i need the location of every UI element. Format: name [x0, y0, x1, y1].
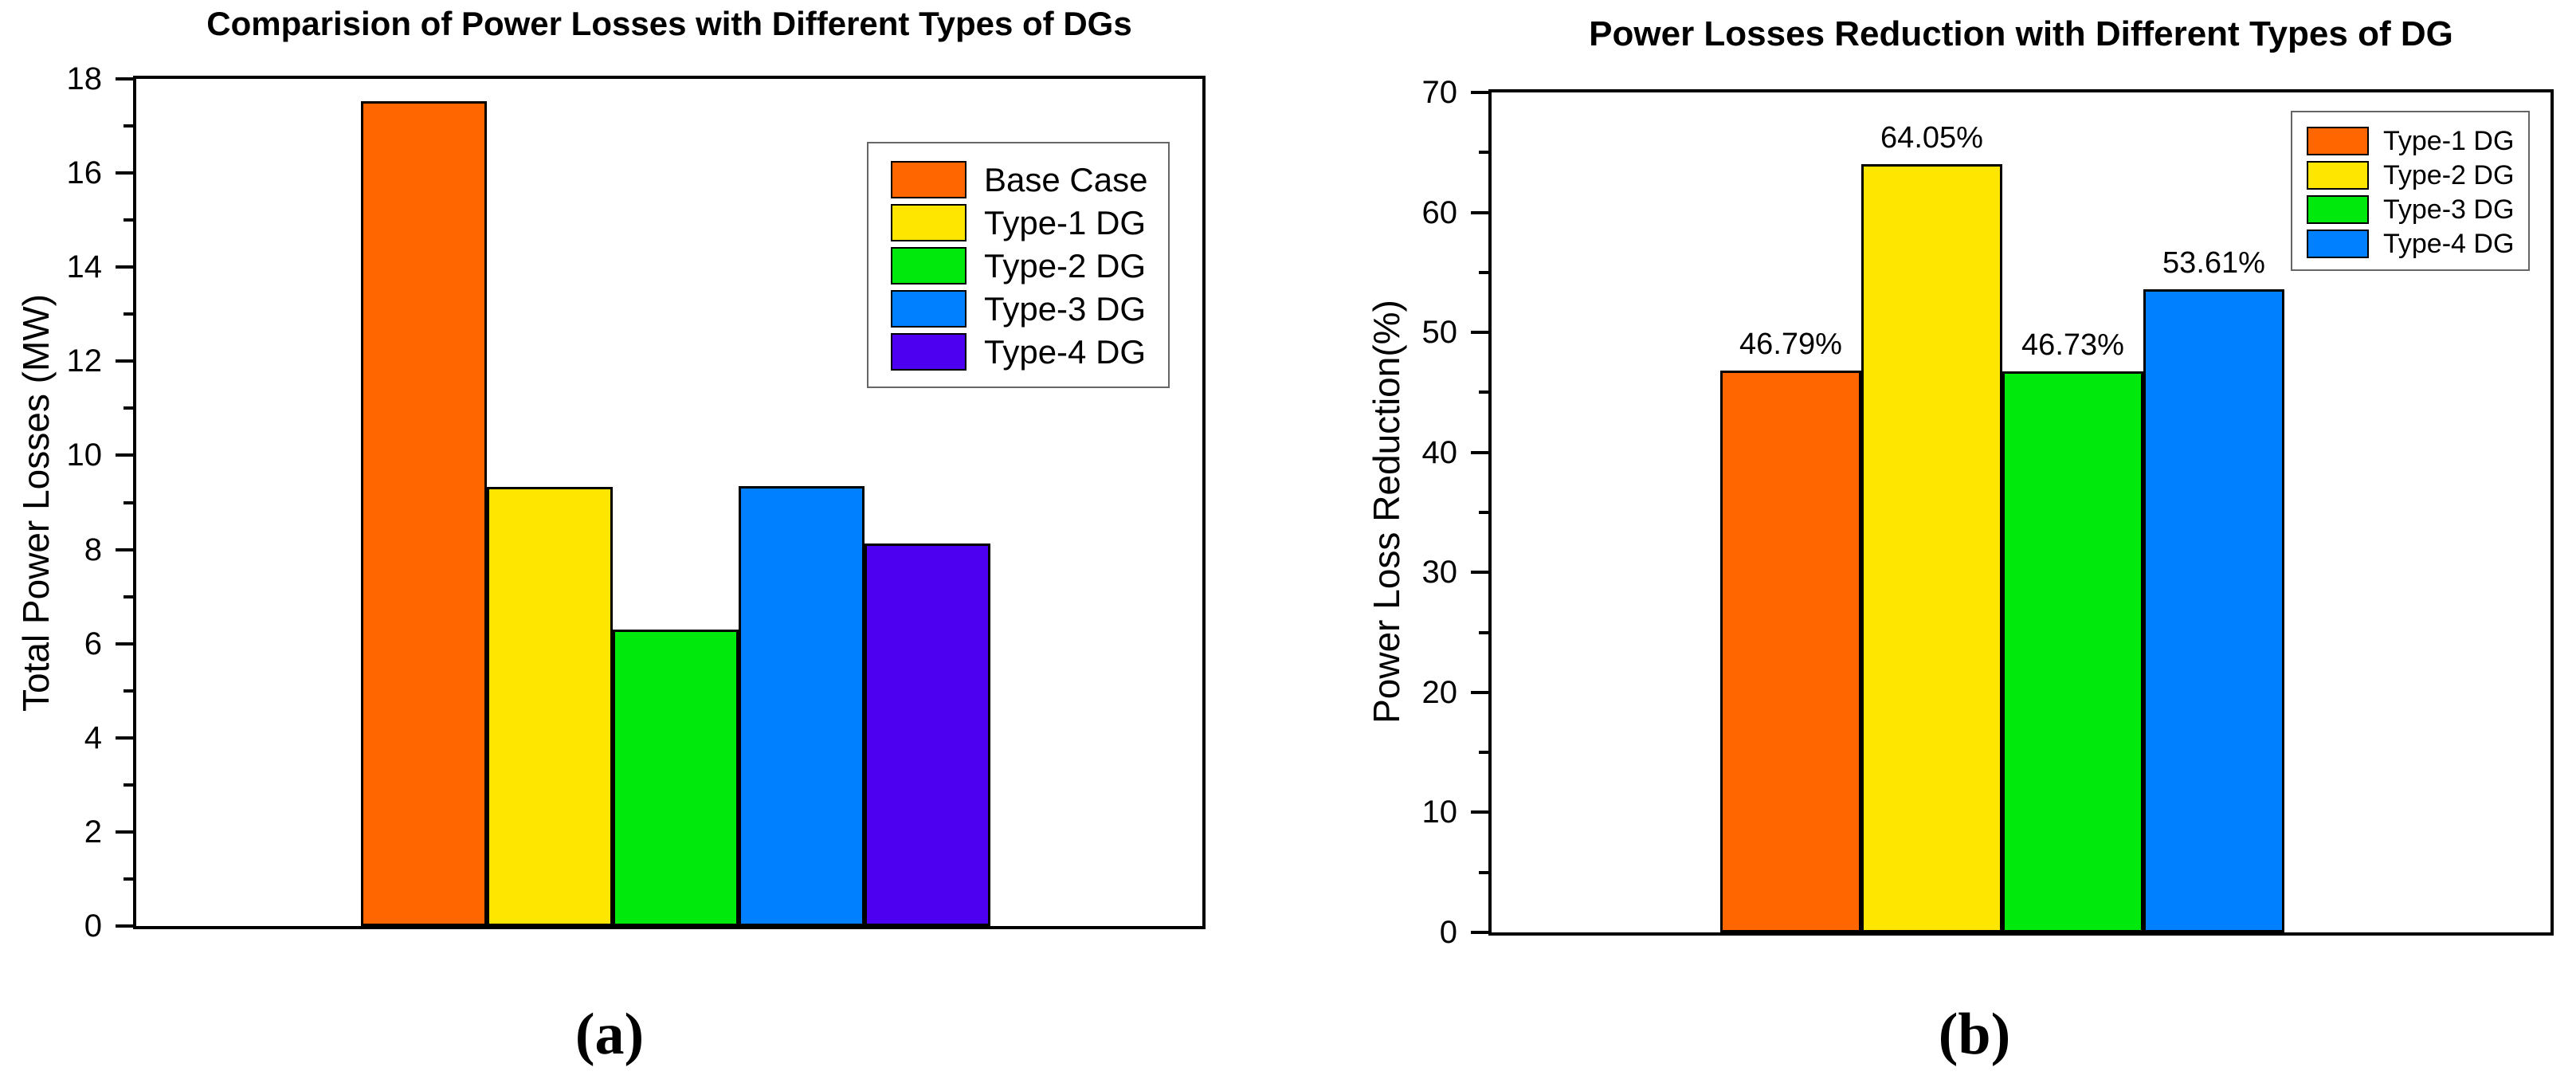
y-axis-minor-tick [1479, 151, 1488, 155]
y-axis-tick-label: 12 [66, 343, 103, 379]
legend-swatch-orange [891, 161, 966, 198]
y-axis-major-tick [116, 642, 133, 646]
bar-value-label: 64.05% [1880, 120, 1983, 155]
y-axis-major-tick [1471, 450, 1488, 454]
legend-swatch-blue [2307, 230, 2369, 258]
y-axis-minor-tick [124, 500, 133, 504]
y-axis-major-tick [1471, 331, 1488, 335]
bar-type-1-dg [487, 487, 613, 926]
y-axis-major-tick [1471, 931, 1488, 934]
y-axis-major-tick [116, 77, 133, 80]
bar-type-2-dg [613, 629, 739, 926]
y-axis-tick-label: 70 [1421, 75, 1458, 110]
y-axis-tick-label: 10 [66, 438, 103, 473]
y-axis-tick-label: 60 [1421, 194, 1458, 230]
caption-a: (a) [574, 1002, 645, 1067]
legend-swatch-yellow [891, 204, 966, 241]
y-axis-tick-label: 4 [84, 720, 102, 755]
y-axis-major-tick [116, 924, 133, 928]
y-axis-tick-label: 50 [1421, 315, 1458, 351]
bar-type-2-dg [1861, 163, 2002, 932]
legend-label: Type-2 DG [2383, 160, 2515, 190]
y-axis-major-tick [1471, 690, 1488, 694]
bar-type-4-dg [865, 543, 990, 926]
y-axis-major-tick [116, 171, 133, 175]
y-axis-tick-label: 8 [84, 532, 102, 567]
y-axis-minor-tick [1479, 511, 1488, 514]
bar-type-3-dg [2002, 371, 2143, 932]
chart-a-plot-area [133, 76, 1206, 929]
y-axis-tick-label: 6 [84, 626, 102, 661]
y-axis-minor-tick [1479, 630, 1488, 634]
y-axis-major-tick [116, 265, 133, 269]
y-axis-tick-label: 0 [84, 908, 102, 944]
y-axis-tick-label: 18 [66, 61, 103, 96]
y-axis-major-tick [1471, 210, 1488, 214]
y-axis-major-tick [116, 736, 133, 740]
bar-value-label: 46.73% [2021, 328, 2124, 363]
y-axis-tick-label: 0 [1439, 915, 1457, 950]
y-axis-minor-tick [124, 783, 133, 787]
y-axis-minor-tick [1479, 390, 1488, 394]
legend-label: Type-3 DG [2383, 194, 2515, 225]
y-axis-minor-tick [124, 312, 133, 316]
y-axis-tick-label: 20 [1421, 674, 1458, 710]
y-axis-major-tick [116, 453, 133, 457]
bar-type-4-dg [2143, 288, 2284, 932]
caption-b: (b) [1938, 1002, 2011, 1067]
y-axis-minor-tick [1479, 270, 1488, 274]
legend-label: Type-4 DG [2383, 229, 2515, 259]
y-axis-minor-tick [124, 406, 133, 410]
legend-label: Type-2 DG [984, 246, 1147, 285]
chart-b-title: Power Losses Reduction with Different Ty… [1589, 14, 2453, 53]
legend-label: Base Case [984, 160, 1148, 198]
y-axis-minor-tick [124, 877, 133, 881]
legend-label: Type-3 DG [984, 289, 1147, 328]
y-axis-tick-label: 10 [1421, 795, 1458, 830]
bar-value-label: 46.79% [1739, 328, 1842, 362]
y-axis-major-tick [1471, 810, 1488, 814]
legend-label: Type-1 DG [2383, 126, 2515, 156]
bar-value-label: 53.61% [2162, 245, 2265, 280]
y-axis-major-tick [116, 547, 133, 551]
y-axis-tick-label: 40 [1421, 434, 1458, 470]
y-axis-minor-tick [1479, 751, 1488, 755]
legend-label: Type-4 DG [984, 332, 1147, 371]
y-axis-major-tick [1471, 571, 1488, 575]
legend-swatch-yellow [2307, 161, 2369, 190]
chart-b-plot-area [1488, 89, 2554, 936]
legend-label: Type-1 DG [984, 203, 1147, 241]
legend-swatch-blue [891, 290, 966, 328]
legend-swatch-purple [891, 333, 966, 371]
bar-base-case [361, 100, 487, 926]
y-axis-minor-tick [124, 595, 133, 598]
y-axis-tick-label: 30 [1421, 555, 1458, 591]
y-axis-major-tick [1471, 91, 1488, 94]
bar-type-1-dg [1720, 371, 1861, 932]
legend-swatch-green [891, 247, 966, 285]
chart-a-title: Comparision of Power Losses with Differe… [206, 5, 1132, 42]
legend-swatch-orange [2307, 127, 2369, 155]
y-axis-minor-tick [1479, 870, 1488, 874]
y-axis-minor-tick [124, 124, 133, 128]
y-axis-minor-tick [124, 218, 133, 222]
y-axis-major-tick [116, 830, 133, 834]
y-axis-tick-label: 2 [84, 814, 102, 850]
y-axis-minor-tick [124, 689, 133, 693]
legend-swatch-green [2307, 195, 2369, 224]
y-axis-tick-label: 14 [66, 249, 103, 285]
y-axis-tick-label: 16 [66, 155, 103, 191]
y-axis-major-tick [116, 359, 133, 363]
bar-type-3-dg [739, 486, 865, 926]
